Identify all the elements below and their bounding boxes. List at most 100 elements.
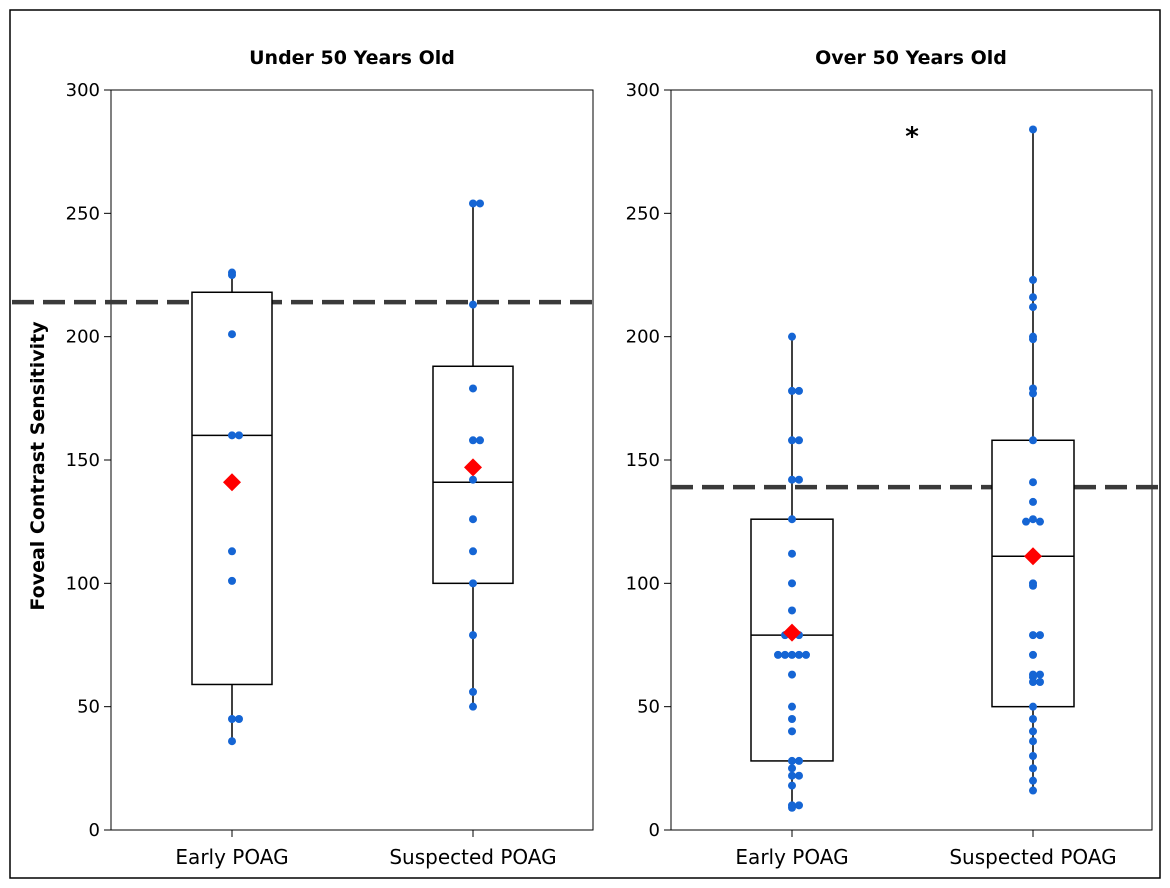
data-point xyxy=(1029,678,1037,686)
y-tick-label: 250 xyxy=(626,203,660,224)
y-tick-label: 0 xyxy=(89,820,100,841)
data-point xyxy=(469,687,477,696)
y-tick-label: 200 xyxy=(66,327,100,348)
data-point xyxy=(795,756,803,765)
data-point xyxy=(788,332,796,341)
data-point xyxy=(788,515,796,524)
data-point xyxy=(476,436,484,445)
y-tick-label: 150 xyxy=(626,450,660,471)
data-point xyxy=(788,386,796,395)
data-point xyxy=(235,431,243,440)
x-tick-label: Suspected POAG xyxy=(949,845,1116,869)
data-point xyxy=(1022,517,1030,526)
data-point xyxy=(1036,670,1044,679)
data-point xyxy=(788,475,796,484)
data-point xyxy=(228,431,236,440)
data-point xyxy=(788,756,796,765)
data-point xyxy=(788,803,796,812)
y-axis-label: Foveal Contrast Sensitivity xyxy=(27,321,49,611)
y-tick-label: 200 xyxy=(626,327,660,348)
data-point xyxy=(1036,678,1044,686)
data-point xyxy=(1029,702,1037,711)
y-tick-label: 300 xyxy=(66,80,100,101)
data-point xyxy=(469,384,477,393)
data-point xyxy=(1029,275,1037,284)
data-point xyxy=(469,436,477,445)
data-point xyxy=(469,515,477,524)
data-point xyxy=(1036,517,1044,526)
y-tick-label: 50 xyxy=(77,697,100,718)
data-point xyxy=(788,764,796,773)
data-point xyxy=(228,737,236,746)
box-group-0 xyxy=(750,332,834,812)
data-point xyxy=(795,436,803,445)
data-point xyxy=(235,715,243,723)
data-point xyxy=(788,715,796,723)
data-point xyxy=(469,631,477,640)
data-point xyxy=(788,579,796,588)
data-point xyxy=(788,606,796,615)
mean-marker xyxy=(783,623,801,642)
mean-marker xyxy=(223,473,241,492)
data-point xyxy=(1029,650,1037,659)
y-tick-label: 100 xyxy=(626,573,660,594)
data-point xyxy=(228,576,236,585)
data-point xyxy=(1029,478,1037,487)
panel-over-50: Over 50 Years Old * 0 50 100 150 200 250 300 Ea… xyxy=(626,47,1158,869)
x-tick-label: Early POAG xyxy=(735,845,848,869)
data-point xyxy=(1029,631,1037,640)
mean-marker xyxy=(464,458,482,477)
data-point xyxy=(795,801,803,810)
data-point xyxy=(469,702,477,711)
data-point xyxy=(1029,436,1037,445)
outer-border xyxy=(9,9,1161,879)
data-point xyxy=(1029,727,1037,736)
y-tick-label: 250 xyxy=(66,203,100,224)
data-point xyxy=(228,715,236,723)
data-point xyxy=(788,650,796,659)
panel-title-over-50: Over 50 Years Old xyxy=(815,47,1007,69)
y-tick-label: 100 xyxy=(66,573,100,594)
data-point xyxy=(1029,497,1037,506)
data-point xyxy=(788,727,796,736)
data-point xyxy=(1029,581,1037,590)
y-tick-label: 0 xyxy=(649,820,660,841)
data-point xyxy=(469,579,477,588)
y-tick-label: 50 xyxy=(637,697,660,718)
data-point xyxy=(1029,737,1037,746)
data-point xyxy=(788,549,796,558)
panel-under-50: Under 50 Years Old 0 50 100 150 200 250 300 Ear… xyxy=(12,47,594,869)
data-point xyxy=(1029,515,1037,524)
x-tick-label: Early POAG xyxy=(175,845,288,869)
data-point xyxy=(1029,303,1037,312)
data-point xyxy=(774,650,782,659)
data-point xyxy=(802,650,810,659)
data-point xyxy=(469,300,477,309)
data-point xyxy=(795,386,803,395)
data-point xyxy=(1029,335,1037,344)
data-point xyxy=(795,475,803,484)
significance-annotation: * xyxy=(905,122,919,152)
data-point xyxy=(1029,764,1037,773)
data-point xyxy=(788,702,796,711)
data-point xyxy=(795,771,803,780)
x-tick-label: Suspected POAG xyxy=(389,845,556,869)
data-point xyxy=(795,650,803,659)
y-tick-label: 150 xyxy=(66,450,100,471)
data-point xyxy=(788,781,796,790)
data-point xyxy=(1029,293,1037,302)
data-point xyxy=(1036,631,1044,640)
data-point xyxy=(788,771,796,780)
y-tick-label: 300 xyxy=(626,80,660,101)
data-point xyxy=(1029,715,1037,723)
data-point xyxy=(469,199,477,208)
data-point xyxy=(469,547,477,556)
data-point xyxy=(781,650,789,659)
box-group-0 xyxy=(191,268,273,746)
data-point xyxy=(228,547,236,556)
data-point xyxy=(1029,786,1037,795)
panel-title-under-50: Under 50 Years Old xyxy=(249,47,455,69)
box-group-1 xyxy=(991,125,1075,795)
data-point xyxy=(788,670,796,679)
